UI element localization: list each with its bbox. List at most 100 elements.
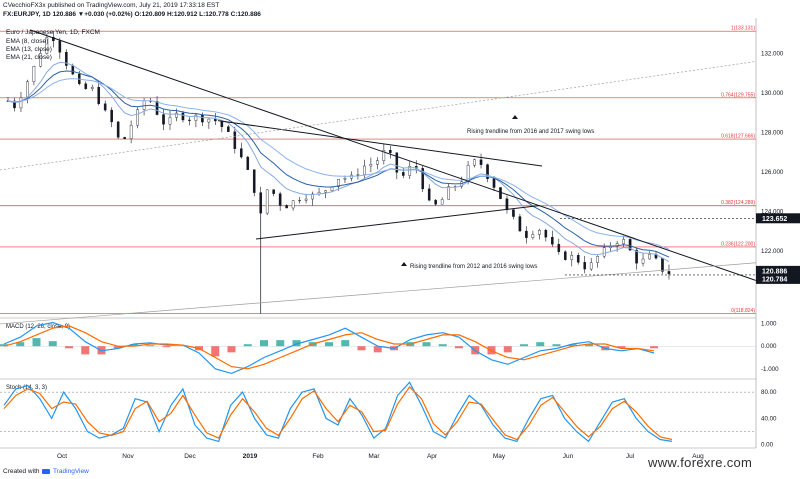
- candle-up: [570, 255, 574, 260]
- ema-13-label[interactable]: EMA (13, close): [6, 46, 52, 53]
- candle-down: [557, 244, 561, 252]
- candle-up: [440, 199, 444, 205]
- candle-up: [90, 86, 94, 89]
- macd-histogram-bar: [520, 344, 528, 347]
- candle-up: [265, 189, 269, 214]
- macd-histogram-bar: [455, 346, 463, 349]
- price-tick-label: 128.000: [761, 129, 784, 136]
- macd-title: MACD (12, 26, close, 9): [6, 324, 70, 330]
- axes: 122.000 124.000 126.000 128.000 130.000 132.0…: [0, 18, 800, 460]
- macd-histogram-bar: [243, 344, 252, 347]
- candle-up: [175, 112, 178, 118]
- candle-down: [389, 150, 392, 153]
- candle-down: [505, 198, 509, 210]
- macd-histogram-bar: [211, 346, 220, 357]
- macd-histogram-bar: [357, 346, 366, 351]
- macd-histogram-bar: [292, 340, 301, 347]
- chart-title: Euro / Japanese Yen, 1D, FXCM: [6, 29, 100, 36]
- candle-up: [194, 114, 198, 121]
- fib-level-label: 0.236(122.200): [721, 241, 755, 247]
- macd-histogram-bar: [568, 344, 577, 347]
- price-label-box: [756, 265, 800, 276]
- candle-up: [39, 53, 42, 67]
- annotation-label: Rising trendline from 2012 and 2016 swin…: [410, 264, 537, 270]
- price-label-box: [756, 213, 800, 224]
- macd-pane: MACD (12, 26, close, 9): [0, 321, 756, 375]
- time-tick-label: Nov: [122, 453, 134, 460]
- ema-13-line: [7, 70, 670, 258]
- ema-8-line: [7, 61, 670, 263]
- macd-histogram-bar: [113, 346, 122, 349]
- candle-down: [512, 209, 515, 217]
- time-tick-label: Aug: [692, 453, 704, 460]
- annotation-label: Rising trendline from 2016 and 2017 swin…: [467, 129, 594, 135]
- publisher-text: published on TradingView.com, July 21, 2…: [47, 2, 220, 9]
- publisher-user[interactable]: CVecchioFX3x: [3, 2, 46, 9]
- macd-histogram-bar: [585, 344, 593, 347]
- candle-down: [421, 168, 425, 190]
- candle-up: [622, 239, 625, 244]
- macd-histogram-bar: [325, 342, 333, 347]
- macd-histogram-bar: [130, 344, 138, 347]
- price-tick-label: 130.000: [761, 90, 784, 97]
- candle-down: [583, 262, 587, 270]
- candle-down: [116, 121, 120, 138]
- candle-up: [473, 159, 476, 166]
- price-label-text: 123.652: [762, 216, 787, 223]
- candle-down: [667, 271, 671, 275]
- candle-down: [628, 239, 632, 251]
- candle-up: [376, 160, 379, 165]
- macd-histogram-bar: [422, 342, 431, 347]
- rising-trendline-2012-2016: [0, 262, 757, 325]
- price-label-text: 120.886: [762, 268, 787, 275]
- candle-down: [52, 37, 55, 42]
- ema-21-line: [7, 78, 670, 250]
- candle-down: [233, 131, 237, 149]
- time-tick-label: Mar: [368, 453, 380, 460]
- macd-line: [3, 321, 655, 375]
- candle-down: [220, 120, 224, 127]
- macd-tick-label: -1.000: [761, 366, 779, 373]
- rising-trendline-2016-2017: [0, 61, 757, 171]
- candle-up: [648, 254, 651, 260]
- candle-down: [13, 100, 16, 109]
- candle-down: [285, 205, 288, 209]
- candle-up: [129, 124, 133, 139]
- candle-up: [363, 165, 366, 175]
- candle-down: [103, 103, 107, 111]
- time-tick-label: May: [493, 453, 506, 460]
- stoch-k-line: [3, 381, 673, 443]
- candle-up: [356, 174, 360, 176]
- tradingview-logo-icon: [42, 468, 51, 474]
- ema-8-label[interactable]: EMA (8, close): [6, 38, 49, 45]
- wedge-upper-trendline: [217, 120, 543, 167]
- candle-down: [479, 159, 483, 165]
- stoch-title: Stoch (14, 3, 3): [6, 385, 47, 391]
- candle-down: [499, 187, 502, 199]
- stoch-tick-label: 80.00: [761, 389, 777, 396]
- candle-down: [551, 236, 554, 245]
- candle-down: [434, 199, 437, 205]
- candle-down: [188, 119, 191, 121]
- candle-down: [58, 40, 62, 53]
- macd-histogram-bar: [552, 344, 561, 347]
- price-label-text: 120.784: [762, 276, 787, 283]
- arrow-up-icon: [401, 262, 407, 266]
- candle-down: [227, 126, 230, 132]
- candle-down: [97, 86, 101, 104]
- candle-up: [589, 262, 593, 270]
- candle-down: [155, 101, 159, 115]
- arrow-up-icon: [512, 115, 518, 119]
- tradingview-brand[interactable]: TradingView: [53, 468, 89, 475]
- candle-down: [486, 164, 489, 179]
- time-tick-label: Jul: [626, 453, 635, 460]
- price-tick-label: 124.000: [761, 208, 784, 215]
- time-tick-label: 2019: [243, 453, 258, 460]
- candle-down: [272, 189, 275, 194]
- candle-up: [641, 258, 645, 264]
- fib-level-label: 0(118.824): [731, 308, 755, 314]
- fib-level-label: 0.382(124.289): [721, 200, 755, 206]
- ema-21-label[interactable]: EMA (21, close): [6, 54, 52, 61]
- candle-down: [201, 114, 204, 123]
